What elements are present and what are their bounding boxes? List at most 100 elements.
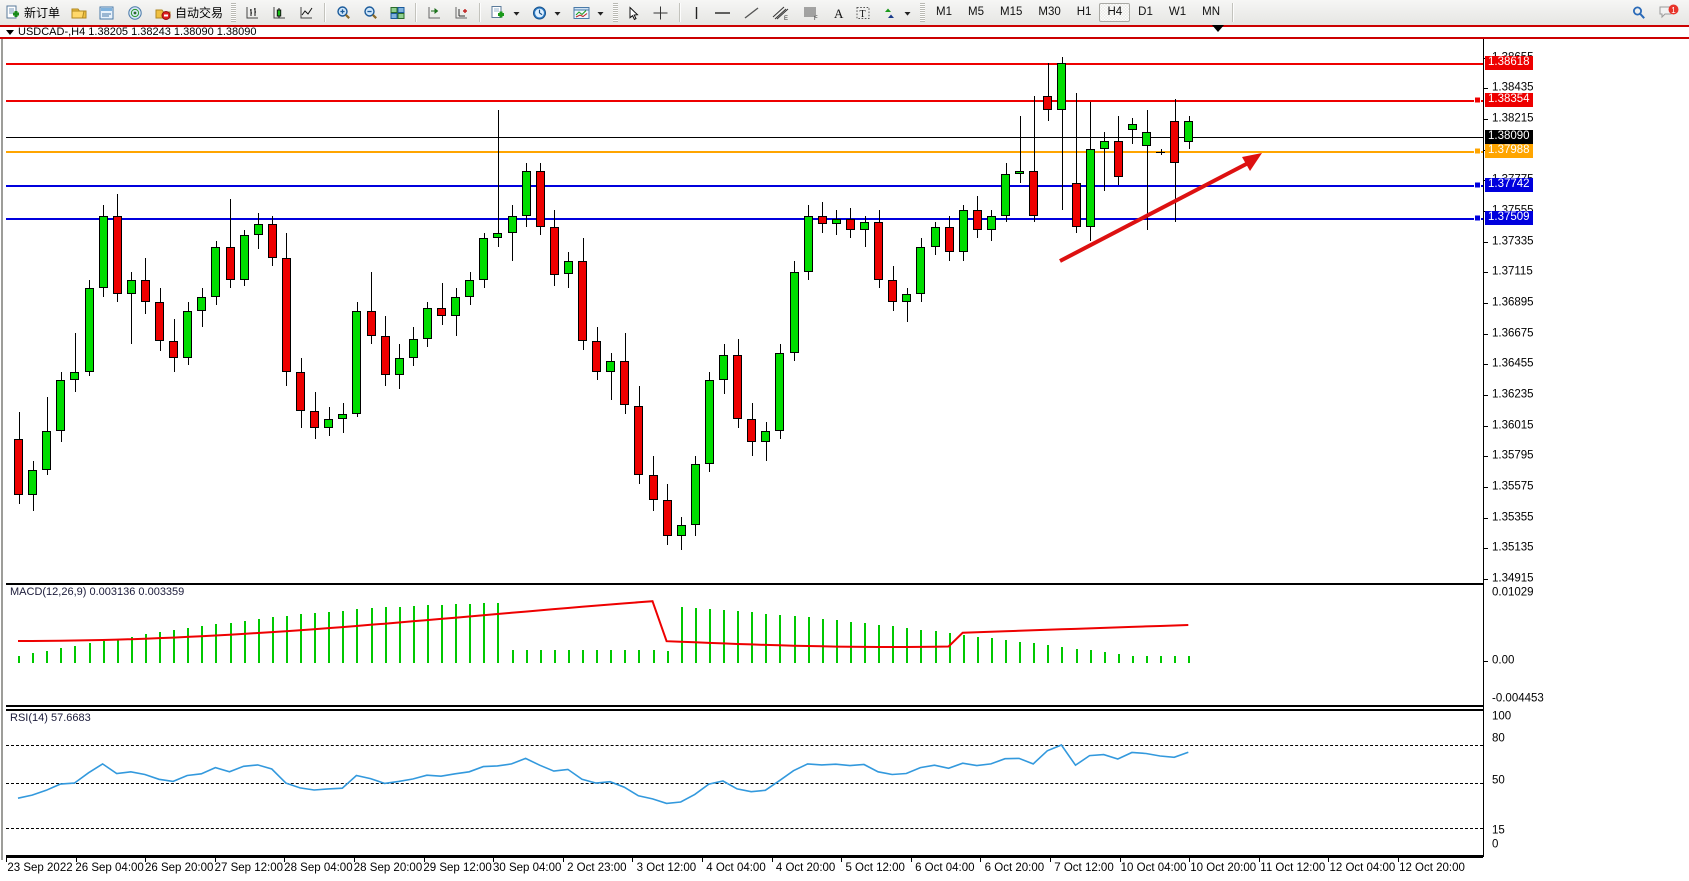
time-axis-label: 23 Sep 2022 xyxy=(7,862,73,874)
price-axis-badge[interactable]: 1.38618 xyxy=(1485,55,1533,70)
candle-bearish xyxy=(1043,96,1053,111)
price-line-pivot[interactable] xyxy=(6,150,1483,153)
price-axis-badge[interactable]: 1.37509 xyxy=(1485,210,1533,225)
macd-histogram-bar xyxy=(835,620,838,663)
candle-wick xyxy=(1146,110,1148,230)
price-axis[interactable]: 1.386551.384351.382151.379951.377751.375… xyxy=(1483,39,1689,857)
candle-bullish xyxy=(986,215,996,230)
candle-wick xyxy=(1033,96,1035,222)
timeframe-button-d1[interactable]: D1 xyxy=(1138,5,1153,18)
candle-bearish xyxy=(578,260,587,342)
price-axis-badge[interactable]: 1.38090 xyxy=(1485,129,1533,144)
time-axis[interactable]: 23 Sep 2022 26 Sep 04:00 26 Sep 20:00 27 Se… xyxy=(6,857,1483,881)
terminal-button[interactable] xyxy=(65,1,93,24)
toolbar-grip-1[interactable] xyxy=(231,3,237,22)
timeframe-button-h4[interactable]: H4 xyxy=(1099,2,1131,23)
timeframe-button-m15[interactable]: M15 xyxy=(1000,5,1023,18)
equidistant-channel-button[interactable]: E xyxy=(766,1,796,24)
macd-histogram-bar xyxy=(88,643,91,663)
toolbar-separator-2 xyxy=(415,3,418,22)
trendline-button[interactable] xyxy=(737,1,766,24)
chevron-down-icon[interactable] xyxy=(903,5,912,21)
timeframe-button-m30[interactable]: M30 xyxy=(1038,5,1061,18)
navigator-button[interactable] xyxy=(121,1,149,24)
candle-bullish xyxy=(324,419,334,428)
macd-histogram-bar xyxy=(314,613,317,663)
time-axis-label: 11 Oct 12:00 xyxy=(1260,862,1326,874)
candle-bearish xyxy=(155,302,164,342)
price-pane[interactable] xyxy=(6,39,1483,579)
price-line-support-upper[interactable] xyxy=(6,185,1483,188)
timeframe-button-w1[interactable]: W1 xyxy=(1168,5,1187,18)
period-button[interactable] xyxy=(526,1,567,24)
candle-wick xyxy=(371,271,372,345)
search-button[interactable] xyxy=(1625,1,1653,24)
line-chart-button[interactable] xyxy=(293,1,320,24)
tile-windows-icon xyxy=(389,5,406,21)
crosshair-tool-button[interactable] xyxy=(646,1,675,24)
candle-bearish xyxy=(296,372,305,412)
vertical-line-button[interactable] xyxy=(685,1,708,24)
auto-scroll-button[interactable] xyxy=(448,1,475,24)
price-line-resistance-lower[interactable] xyxy=(6,99,1483,102)
candle-wick xyxy=(74,333,76,392)
text-tool-button[interactable]: A xyxy=(826,1,850,24)
candle-bullish xyxy=(1142,132,1151,147)
price-line-resistance-upper[interactable] xyxy=(6,62,1483,65)
macd-histogram-bar xyxy=(751,612,754,663)
autotrade-button[interactable]: 自动交易 xyxy=(149,1,228,24)
chart-titlebar[interactable]: USDCAD-,H4 1.38205 1.38243 1.38090 1.380… xyxy=(0,25,1689,39)
arrows-button[interactable] xyxy=(876,1,917,24)
price-line-handle-resistance-lower[interactable] xyxy=(1474,96,1481,104)
price-line-current-price[interactable] xyxy=(6,136,1483,138)
fibonacci-button[interactable]: F xyxy=(796,1,826,24)
candle-bullish xyxy=(563,260,573,275)
time-axis-label: 6 Oct 04:00 xyxy=(915,862,975,874)
timeframe-button-mn[interactable]: MN xyxy=(1202,5,1220,18)
trend-arrow-annotation[interactable] xyxy=(6,39,1483,579)
new-chart-button[interactable] xyxy=(485,1,526,24)
price-line-handle-support-lower[interactable] xyxy=(1474,214,1481,221)
price-axis-badge[interactable]: 1.37742 xyxy=(1485,178,1533,193)
price-axis-label: 1.36675 xyxy=(1492,326,1534,339)
chevron-down-icon[interactable] xyxy=(596,5,605,21)
notifications-button[interactable]: 1 xyxy=(1653,1,1689,24)
zoom-out-button[interactable] xyxy=(357,1,384,24)
horizontal-line-button[interactable] xyxy=(708,1,737,24)
price-axis-tick xyxy=(1484,425,1488,427)
toolbar-grip-2[interactable] xyxy=(613,3,619,22)
timeframe-button-m5[interactable]: M5 xyxy=(968,5,984,18)
macd-pane[interactable]: MACD(12,26,9) 0.003136 0.003359 xyxy=(6,583,1483,707)
bar-chart-button[interactable] xyxy=(239,1,266,24)
data-window-button[interactable] xyxy=(93,1,121,24)
candle-bullish xyxy=(930,227,940,247)
toolbar-grip-3[interactable] xyxy=(920,3,926,22)
chevron-down-icon[interactable] xyxy=(512,5,521,21)
candlestick-chart-button[interactable] xyxy=(266,1,293,24)
tile-windows-button[interactable] xyxy=(384,1,411,24)
collapse-triangle-icon[interactable] xyxy=(1212,25,1224,32)
chevron-down-icon[interactable] xyxy=(553,5,562,21)
cursor-tool-button[interactable] xyxy=(621,1,646,24)
price-axis-label: 1.37555 xyxy=(1492,205,1534,217)
price-line-support-lower[interactable] xyxy=(6,217,1483,220)
zoom-in-button[interactable] xyxy=(330,1,357,24)
price-axis-badge[interactable]: 1.37988 xyxy=(1485,143,1533,158)
timeframe-button-m1[interactable]: M1 xyxy=(936,5,953,18)
chart-menu-triangle-icon[interactable] xyxy=(6,29,14,35)
text-label-button[interactable]: T xyxy=(850,1,876,24)
candle-bearish xyxy=(437,307,446,317)
timeframe-button-h1[interactable]: H1 xyxy=(1076,5,1092,18)
price-line-handle-pivot[interactable] xyxy=(1474,147,1481,155)
price-axis-badge[interactable]: 1.38354 xyxy=(1485,92,1533,107)
price-line-handle-support-upper[interactable] xyxy=(1474,181,1481,189)
candle-bullish xyxy=(253,224,263,236)
templates-button[interactable] xyxy=(567,1,610,24)
candle-bearish xyxy=(648,475,658,501)
new-order-button[interactable]: 新订单 xyxy=(0,1,65,24)
time-axis-label: 27 Sep 12:00 xyxy=(214,862,284,874)
shift-chart-button[interactable] xyxy=(421,1,448,24)
macd-axis-label: -0.004453 xyxy=(1492,692,1544,705)
rsi-pane[interactable]: RSI(14) 57.6683 xyxy=(6,709,1483,857)
macd-histogram-bar xyxy=(582,649,584,663)
